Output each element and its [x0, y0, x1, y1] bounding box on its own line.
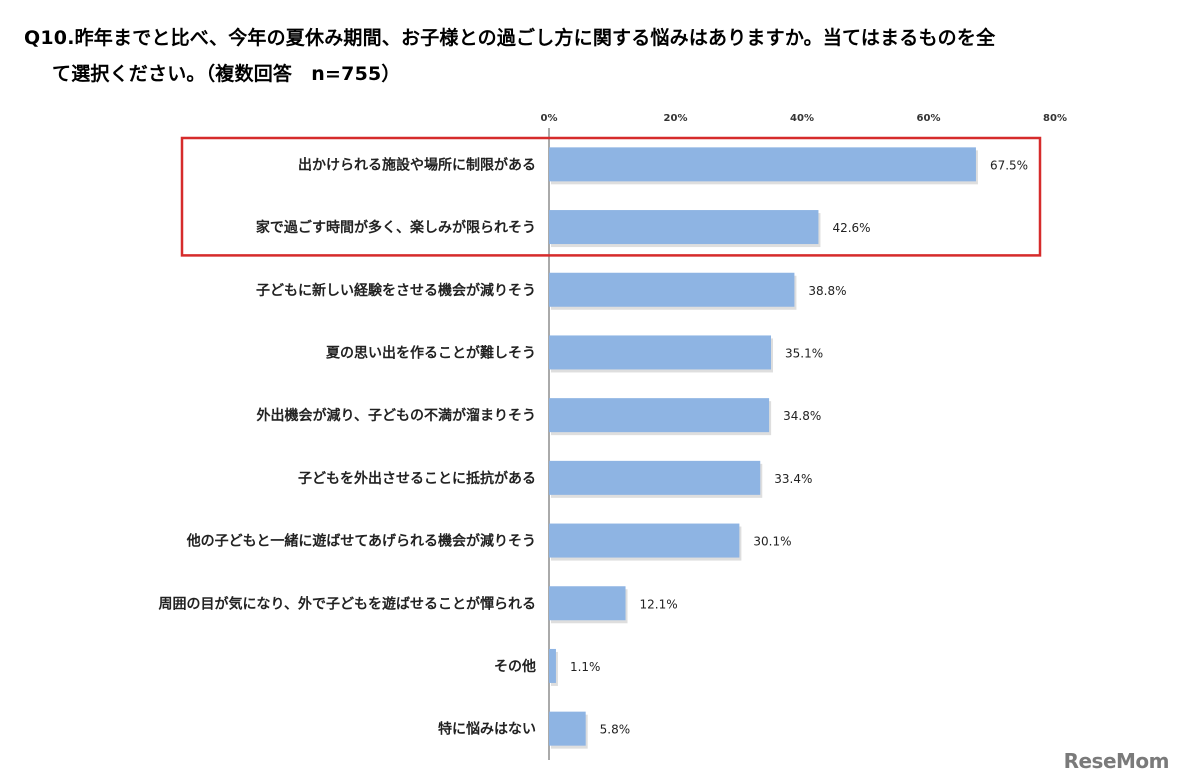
x-tick-label: 60% — [917, 113, 941, 124]
category-label: 特に悩みはない — [438, 721, 536, 738]
category-label: 他の子どもと一緒に遊ばせてあげられる機会が減りそう — [186, 533, 536, 550]
bar — [549, 711, 586, 746]
x-tick-label: 40% — [790, 113, 814, 124]
data-label: 5.8% — [600, 723, 631, 737]
x-tick-label: 20% — [664, 113, 688, 124]
resemom-logo: ReseMom — [1063, 749, 1170, 773]
bar — [549, 335, 772, 370]
data-label: 38.8% — [808, 284, 846, 298]
data-label: 35.1% — [785, 346, 823, 360]
chart-title: Q10.昨年までと比べ、今年の夏休み期間、お子様との過ごし方に関する悩みはありま… — [24, 20, 1169, 92]
bar — [549, 460, 761, 495]
title-line-1: Q10.昨年までと比べ、今年の夏休み期間、お子様との過ごし方に関する悩みはありま… — [24, 27, 996, 49]
bar — [549, 147, 976, 182]
category-label: 出かけられる施設や場所に制限がある — [298, 156, 536, 173]
title-line-2: て選択ください。（複数回答 n=755） — [52, 63, 401, 85]
data-label: 12.1% — [640, 597, 678, 611]
bar — [549, 210, 819, 245]
data-label: 42.6% — [832, 221, 870, 235]
category-label: 夏の思い出を作ることが難しそう — [326, 344, 536, 361]
bar — [549, 648, 556, 683]
data-label: 1.1% — [570, 660, 601, 674]
category-label: 外出機会が減り、子どもの不満が溜まりそう — [257, 407, 536, 424]
category-label: 周囲の目が気になり、外で子どもを遊ばせることが憚られる — [159, 595, 536, 612]
data-label: 33.4% — [774, 472, 812, 486]
bar — [549, 523, 740, 558]
bar — [549, 398, 770, 433]
data-label: 34.8% — [783, 409, 821, 423]
category-label: 家で過ごす時間が多く、楽しみが限られそう — [256, 219, 536, 236]
category-label: 子どもを外出させることに抵抗がある — [298, 470, 536, 487]
bar — [549, 586, 626, 621]
highlight-box — [180, 136, 1042, 257]
category-label: その他 — [494, 658, 536, 675]
category-label: 子どもに新しい経験をさせる機会が減りそう — [256, 282, 536, 299]
data-label: 30.1% — [753, 535, 791, 549]
x-tick-label: 0% — [541, 113, 558, 124]
bar — [549, 272, 795, 307]
x-tick-label: 80% — [1043, 113, 1067, 124]
data-label: 67.5% — [990, 158, 1028, 172]
